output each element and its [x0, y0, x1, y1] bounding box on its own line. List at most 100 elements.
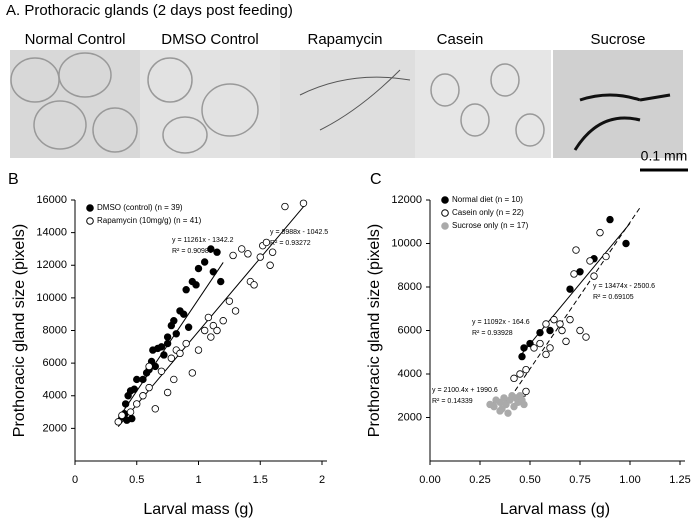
point	[520, 400, 528, 409]
point	[238, 245, 246, 253]
point	[184, 323, 193, 331]
point	[157, 343, 166, 351]
x-tick-label: 1.5	[253, 474, 268, 486]
point	[204, 313, 213, 322]
y-tick-label: 14000	[36, 227, 67, 239]
point	[558, 326, 566, 335]
fit-equation: R² = 0.93272	[270, 240, 311, 247]
point	[231, 307, 240, 315]
point	[268, 248, 277, 256]
figure-title: A. Prothoracic glands (2 days post feedi…	[6, 2, 293, 19]
point	[170, 375, 178, 384]
point	[522, 387, 530, 396]
panel-label: C	[370, 171, 382, 188]
point	[518, 352, 526, 361]
panel-label: B	[8, 171, 19, 188]
point	[163, 339, 172, 348]
point	[128, 414, 136, 423]
x-tick-label: 0.00	[419, 474, 440, 486]
point	[586, 257, 594, 265]
point	[516, 370, 524, 378]
fit-equation: y = 11261x - 1342.2	[172, 237, 234, 244]
x-tick-label: 0	[72, 474, 78, 486]
point	[582, 333, 590, 341]
point	[179, 310, 188, 318]
point	[219, 317, 227, 325]
x-axis-title: Larval mass (g)	[143, 501, 253, 518]
point	[570, 270, 578, 278]
point	[256, 253, 264, 261]
y-tick-label: 2000	[43, 422, 67, 434]
point	[194, 346, 203, 354]
point	[213, 326, 221, 335]
point	[266, 261, 274, 269]
x-tick-label: 0.25	[469, 474, 490, 486]
point	[151, 405, 159, 413]
legend-marker	[86, 204, 94, 212]
point	[522, 365, 530, 374]
micrographs	[10, 50, 683, 158]
x-tick-label: 1	[195, 474, 201, 486]
point	[200, 326, 209, 335]
point	[139, 375, 147, 384]
y-tick-label: 4000	[43, 390, 67, 402]
micrograph	[415, 50, 551, 158]
legend-label: Sucrose only (n = 17)	[452, 221, 529, 230]
point	[546, 326, 554, 335]
y-tick-label: 12000	[391, 194, 422, 206]
point	[130, 385, 138, 393]
point	[207, 245, 215, 253]
point	[622, 239, 630, 248]
point	[556, 320, 564, 328]
image-label: Normal Control	[25, 31, 126, 48]
point	[520, 344, 528, 352]
point	[182, 286, 190, 294]
y-axis-title: Prothoracic gland size (pixels)	[11, 224, 28, 437]
point	[121, 400, 130, 408]
fit-equation: y = 2100.4x + 1990.6	[432, 387, 498, 394]
y-tick-label: 2000	[398, 411, 422, 423]
y-tick-label: 6000	[398, 324, 422, 336]
point	[490, 402, 498, 411]
point	[250, 281, 258, 289]
point	[299, 199, 308, 207]
point	[213, 248, 221, 256]
point	[163, 333, 172, 341]
x-tick-label: 0.50	[519, 474, 540, 486]
point	[596, 228, 604, 237]
point	[188, 369, 197, 377]
point	[194, 264, 203, 273]
y-tick-label: 8000	[43, 324, 67, 336]
legend-label: Normal diet (n = 10)	[452, 195, 523, 204]
point	[262, 238, 271, 247]
point	[118, 411, 126, 420]
point	[562, 337, 570, 346]
point	[566, 285, 574, 293]
fit-equation: y = 13474x - 2500.6	[593, 283, 655, 290]
point	[281, 202, 289, 211]
legend-label: DMSO (control) (n = 39)	[97, 203, 183, 212]
point	[145, 362, 153, 371]
point	[530, 344, 538, 352]
point	[209, 321, 218, 330]
fit-equation: y = 11092x - 164.6	[472, 319, 530, 326]
point	[590, 272, 598, 280]
point	[602, 252, 610, 261]
point	[172, 330, 180, 338]
point	[176, 349, 184, 358]
y-tick-label: 8000	[398, 281, 422, 293]
x-tick-label: 0.75	[569, 474, 590, 486]
point	[133, 375, 141, 384]
point	[225, 297, 234, 305]
point	[133, 400, 141, 408]
point	[163, 388, 172, 397]
point	[542, 320, 550, 328]
fit-line	[505, 207, 641, 405]
point	[504, 409, 512, 417]
point	[229, 251, 237, 260]
micrograph	[553, 50, 683, 158]
point	[209, 268, 218, 276]
x-tick-label: 1.25	[669, 474, 690, 486]
image-label: DMSO Control	[161, 31, 259, 48]
